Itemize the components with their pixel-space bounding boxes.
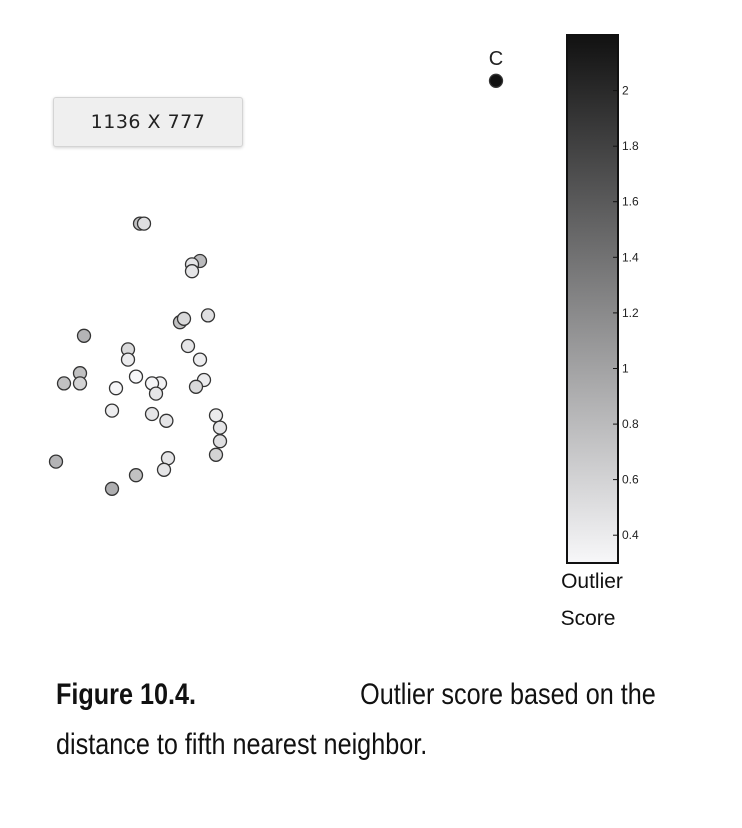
figure-caption: Figure 10.4. Outlier score based on the … [56, 670, 656, 770]
data-point [148, 386, 164, 401]
data-point [128, 468, 144, 483]
data-point [212, 420, 228, 435]
caption-line-2: distance to fifth nearest neighbor. [56, 728, 428, 761]
colorbar-tick-label: 1.4 [622, 250, 639, 264]
data-point [128, 369, 144, 384]
colorbar-gradient [566, 34, 619, 564]
data-point [176, 311, 192, 326]
dimension-badge: 1136 X 777 [53, 97, 243, 147]
colorbar-tick-label: 1.8 [622, 139, 639, 153]
colorbar-ticks: 0.4 0.6 0.8 1 1.2 1.4 1.6 1.8 2 [613, 84, 639, 542]
colorbar-label-outlier: Outlier [561, 570, 623, 593]
data-point [188, 379, 204, 394]
data-point [76, 328, 92, 343]
caption-line-1: Outlier score based on the [360, 678, 656, 711]
data-point [56, 376, 72, 391]
data-point [104, 481, 120, 496]
colorbar-label-score: Score [561, 607, 616, 630]
colorbar-tick-label: 1 [622, 362, 629, 376]
data-point [200, 308, 216, 323]
data-point [180, 338, 196, 354]
colorbar-tick-label: 0.8 [622, 417, 639, 431]
data-point [212, 434, 228, 449]
data-point [108, 381, 124, 396]
point-annotation-c: C [489, 48, 503, 70]
data-point [136, 216, 152, 231]
data-point [208, 408, 224, 423]
data-point [192, 352, 208, 367]
scatter-plot: C 0.4 0.6 0.8 1 1.2 1.4 1.6 1.8 2 Outlier Score [48, 34, 639, 630]
figure-label: Figure 10.4. [56, 678, 197, 711]
outlier-point-c [488, 73, 504, 88]
data-point [104, 403, 120, 418]
colorbar-tick-label: 1.2 [622, 306, 639, 320]
data-point [159, 413, 174, 428]
colorbar-tick-label: 1.6 [622, 195, 639, 209]
data-points-group [48, 73, 504, 496]
data-point [48, 454, 64, 469]
colorbar: 0.4 0.6 0.8 1 1.2 1.4 1.6 1.8 2 [566, 34, 639, 564]
data-point [208, 447, 224, 462]
colorbar-tick-label: 2 [622, 84, 629, 98]
data-point [72, 376, 88, 391]
data-point [120, 352, 136, 367]
data-point [184, 264, 200, 279]
data-point [156, 462, 172, 477]
data-point [144, 406, 160, 422]
colorbar-tick-label: 0.4 [622, 528, 639, 542]
colorbar-tick-label: 0.6 [622, 473, 639, 487]
